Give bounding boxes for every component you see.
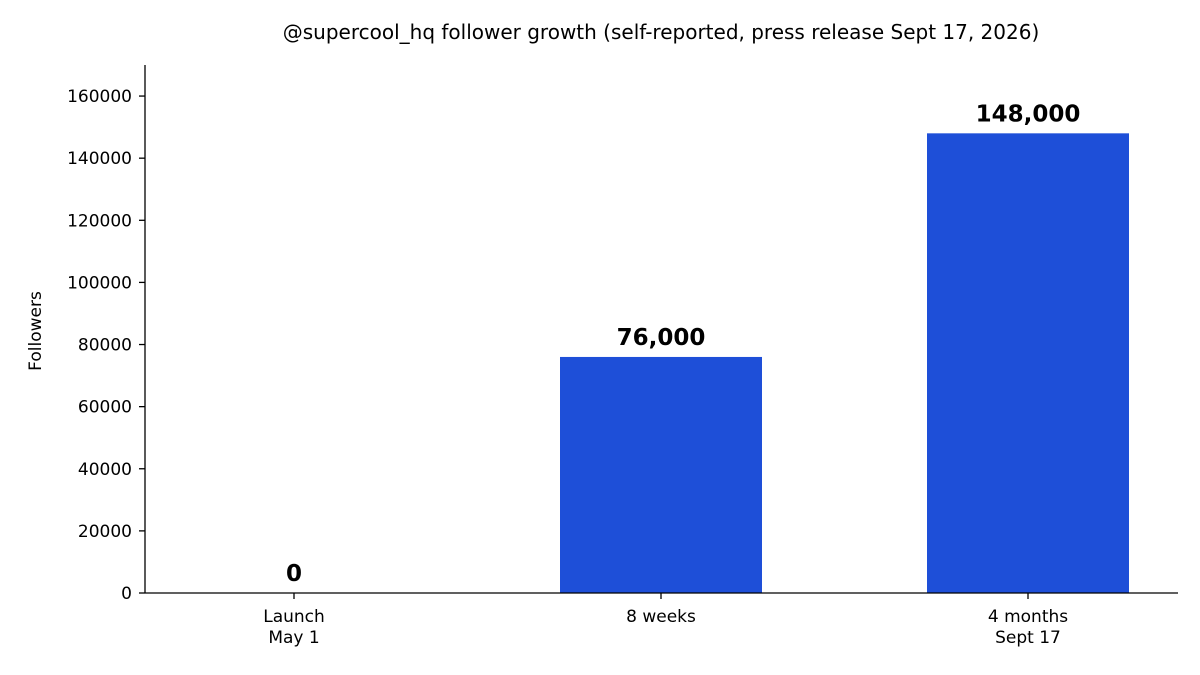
bar: [560, 356, 762, 593]
x-tick-label: 8 weeks: [626, 607, 696, 627]
y-tick-label: 140000: [67, 149, 132, 169]
y-tick-label: 0: [121, 584, 132, 604]
bar-value-label: 76,000: [617, 325, 706, 351]
bar: [927, 133, 1129, 593]
y-tick-label: 100000: [67, 273, 132, 293]
data-labels-group: 0 76,000 148,000: [286, 101, 1080, 587]
y-axis-ticks: 0 20000 40000 60000 80000 100000 120000 140000 1…: [67, 87, 145, 604]
y-tick-label: 20000: [78, 522, 132, 542]
bar-value-label: 0: [286, 561, 302, 587]
chart-title: @supercool_hq follower growth (self-repo…: [283, 20, 1040, 44]
y-tick-label: 80000: [78, 336, 132, 356]
y-tick-label: 160000: [67, 87, 132, 107]
x-tick-label: Sept 17: [995, 628, 1061, 648]
x-tick-label: 4 months: [988, 607, 1068, 627]
y-tick-label: 40000: [78, 460, 132, 480]
x-tick-label: May 1: [268, 628, 319, 648]
y-tick-label: 60000: [78, 398, 132, 418]
y-axis-label: Followers: [26, 291, 46, 371]
x-tick-label: Launch: [263, 607, 325, 627]
bar-value-label: 148,000: [976, 101, 1081, 127]
y-tick-label: 120000: [67, 211, 132, 231]
bars-group: [560, 133, 1129, 593]
